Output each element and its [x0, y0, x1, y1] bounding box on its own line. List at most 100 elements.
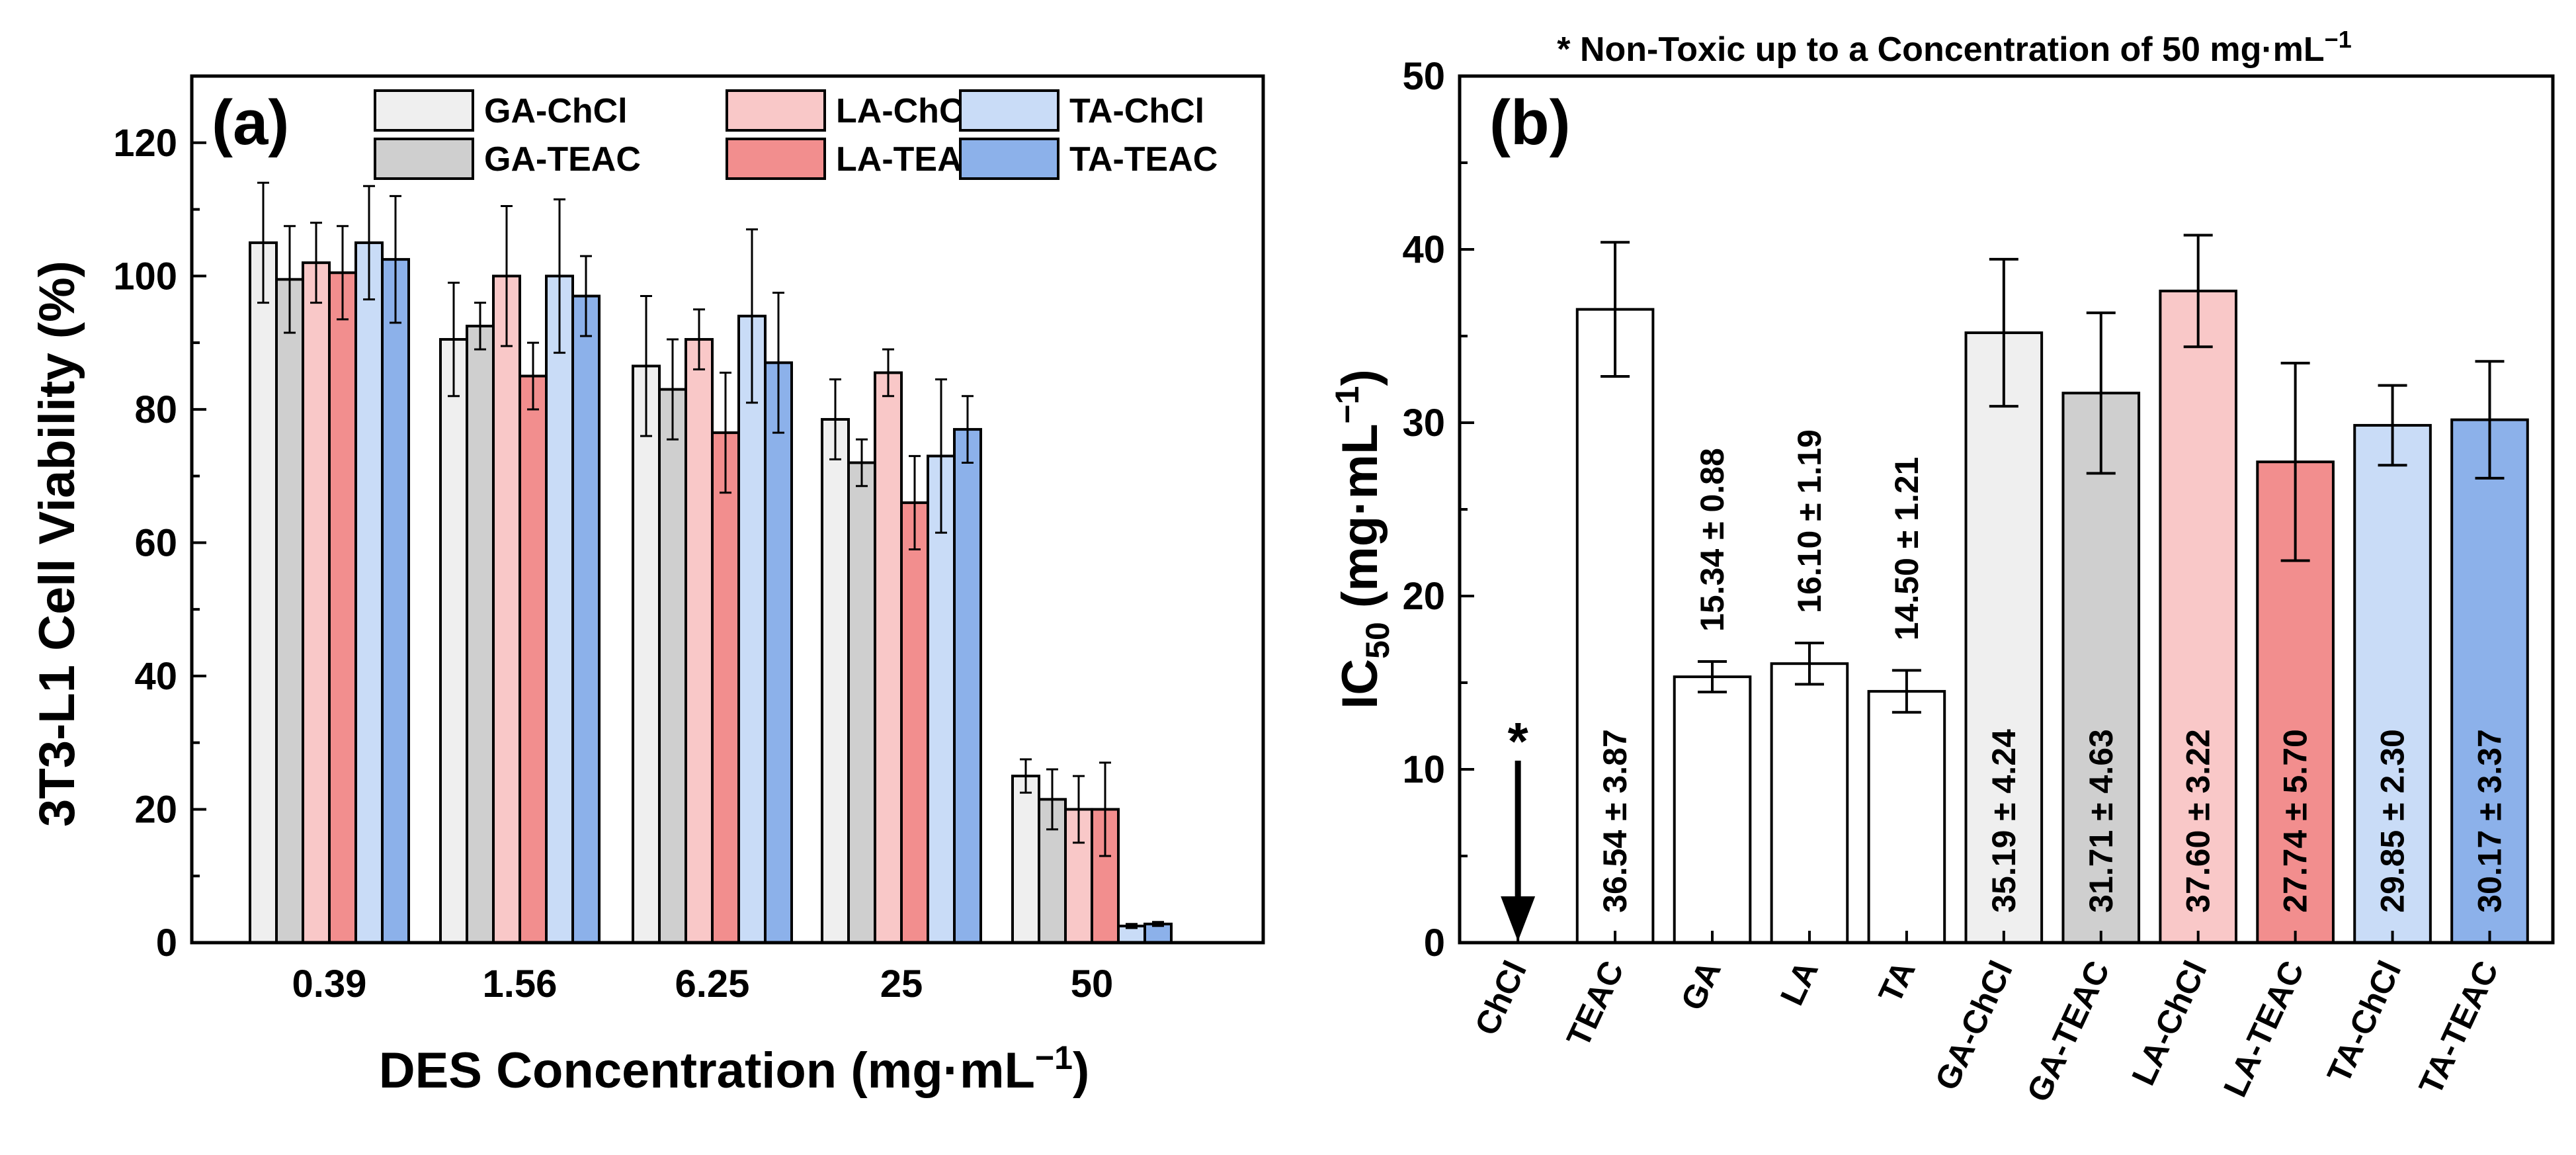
- bar-ga-chcl-25: [821, 417, 850, 944]
- bar-la-chcl-6.25: [685, 338, 714, 944]
- bar-la-chcl-25: [874, 371, 903, 944]
- data-label-ga-chcl: 35.19 ± 4.24: [1985, 729, 2022, 913]
- panel-b-ylabel-sup: −1: [1329, 386, 1366, 423]
- bar-ga-teac-1.56: [466, 324, 495, 944]
- legend-label-ga-teac: GA-TEAC: [484, 140, 641, 179]
- x-tick-label: ChCl: [1468, 955, 1534, 1041]
- bar-la-chcl-1.56: [492, 275, 521, 944]
- x-tick-label: TA-TEAC: [2412, 955, 2506, 1100]
- legend-swatch-la-chcl: [726, 89, 826, 132]
- y-tick-label: 80: [134, 388, 177, 431]
- bar-la-teac-6.25: [711, 431, 740, 944]
- data-label-ta: 14.50 ± 1.21: [1888, 457, 1925, 641]
- y-tick-label: 20: [134, 788, 177, 831]
- legend-label-la-chcl: LA-ChCl: [836, 92, 974, 130]
- data-label-ga: 15.34 ± 0.88: [1694, 448, 1731, 632]
- data-label-ta-chcl: 29.85 ± 2.30: [2374, 729, 2411, 913]
- bar-ta-teac-6.25: [764, 361, 793, 944]
- bar-ga-teac-25: [847, 461, 876, 944]
- panel-a-xlabel-end: ): [1073, 1043, 1089, 1099]
- bar-ta-chcl-0.39: [354, 241, 384, 944]
- legend-label-ta-teac: TA-TEAC: [1069, 140, 1218, 179]
- panel-b-label: (b): [1489, 87, 1571, 158]
- y-tick-label: 40: [1402, 228, 1445, 271]
- data-label-la-chcl: 37.60 ± 3.22: [2180, 729, 2217, 913]
- legend-swatch-ga-teac: [374, 138, 474, 180]
- panel-b-title-sup: −1: [2325, 26, 2352, 53]
- x-tick-label: 50: [1071, 962, 1114, 1005]
- bar-ta-chcl-6.25: [737, 314, 767, 944]
- x-tick-label: GA-TEAC: [2020, 955, 2117, 1107]
- x-tick-label: 1.56: [483, 962, 558, 1005]
- bar-la-teac-0.39: [328, 271, 357, 944]
- panel-b-ylabel: IC50 (mg·mL−1): [1329, 369, 1396, 709]
- non-toxic-arrow-head: [1501, 896, 1536, 941]
- panel-b-ylabel-main: IC: [1332, 659, 1388, 709]
- panel-a-bars: [249, 181, 1173, 945]
- bar-ta-teac-25: [953, 428, 982, 944]
- y-tick-label: 60: [134, 521, 177, 564]
- x-tick-label: TEAC: [1559, 955, 1631, 1052]
- y-tick-label: 0: [156, 921, 177, 964]
- data-label-teac: 36.54 ± 3.87: [1597, 729, 1634, 913]
- bar-ta-teac-0.39: [381, 258, 410, 945]
- panel-a-axes: 0 20 40 60 80 100 120 0.39 1.56 6.25 25 50: [113, 74, 1265, 1005]
- bar-la-chcl: [2159, 289, 2237, 944]
- panel-b-ylabel-sub: 50: [1359, 622, 1396, 659]
- bar-ta-chcl-1.56: [545, 275, 574, 944]
- bar-la-teac-25: [900, 501, 929, 944]
- bar-la-teac-1.56: [519, 374, 548, 944]
- panel-b-title: * Non-Toxic up to a Concentration of 50 …: [1557, 26, 2351, 69]
- panel-b-title-main: * Non-Toxic up to a Concentration of 50 …: [1557, 30, 2324, 69]
- y-tick-label: 20: [1402, 575, 1445, 618]
- panel-b: * Non-Toxic up to a Concentration of 50 …: [1329, 26, 2555, 1107]
- data-label-la-teac: 27.74 ± 5.70: [2277, 729, 2314, 913]
- panel-a-ylabel: 3T3-L1 Cell Viability (%): [29, 261, 85, 827]
- x-tick-label: 25: [880, 962, 923, 1005]
- panel-b-ylabel-end: ): [1332, 369, 1388, 386]
- legend-swatch-la-teac: [726, 138, 826, 180]
- data-label-la: 16.10 ± 1.19: [1791, 429, 1828, 613]
- y-tick-label: 0: [1424, 921, 1445, 964]
- bar-la: [1770, 662, 1849, 944]
- legend-swatch-ta-chcl: [959, 89, 1059, 132]
- x-tick-label: TA: [1872, 955, 1923, 1009]
- bar-ga-chcl-1.56: [439, 338, 468, 944]
- panel-a-xlabel: DES Concentration (mg·mL−1): [379, 1039, 1090, 1099]
- y-tick-label: 10: [1402, 748, 1445, 791]
- x-tick-label: GA: [1674, 955, 1728, 1016]
- x-tick-label: 0.39: [292, 962, 367, 1005]
- y-tick-label: 30: [1402, 402, 1445, 445]
- x-tick-label: LA-ChCl: [2124, 955, 2214, 1091]
- data-label-ga-teac: 31.71 ± 4.63: [2083, 729, 2120, 913]
- bar-la-chcl-0.39: [302, 261, 331, 945]
- x-tick-label: LA: [1773, 955, 1825, 1011]
- panel-a-label: (a): [212, 87, 289, 158]
- bar-ga-chcl-50: [1011, 775, 1040, 944]
- bar-ga-chcl-6.25: [632, 364, 661, 944]
- bar-teac: [1575, 308, 1655, 945]
- x-tick-label: 6.25: [675, 962, 750, 1005]
- y-tick-label: 120: [113, 122, 177, 165]
- bar-ga-chcl-0.39: [249, 241, 278, 944]
- y-tick-label: 40: [134, 655, 177, 698]
- x-tick-label: LA-TEAC: [2216, 955, 2311, 1103]
- y-tick-label: 100: [113, 255, 177, 298]
- panel-b-bars: * 36.54 ± 3.87 15.34 ± 0.88 16.10 ± 1.19 14.…: [1501, 234, 2529, 945]
- bar-ta: [1867, 690, 1946, 944]
- x-tick-label: GA-ChCl: [1928, 955, 2020, 1095]
- legend-label-ta-chcl: TA-ChCl: [1069, 92, 1204, 130]
- legend-swatch-ga-chcl: [374, 89, 474, 132]
- non-toxic-asterisk: *: [1508, 712, 1529, 771]
- legend-label-ga-chcl: GA-ChCl: [484, 92, 628, 130]
- bar-ta-teac-1.56: [571, 294, 601, 944]
- bar-ga-teac-0.39: [275, 278, 304, 945]
- legend-swatch-ta-teac: [959, 138, 1059, 180]
- y-tick-label: 50: [1402, 55, 1445, 98]
- panel-a-xlabel-sup: −1: [1035, 1039, 1073, 1076]
- x-tick-label: TA-ChCl: [2320, 955, 2409, 1089]
- panel-a-xlabel-main: DES Concentration (mg·mL: [379, 1043, 1035, 1099]
- panel-a-frame: [190, 74, 1265, 945]
